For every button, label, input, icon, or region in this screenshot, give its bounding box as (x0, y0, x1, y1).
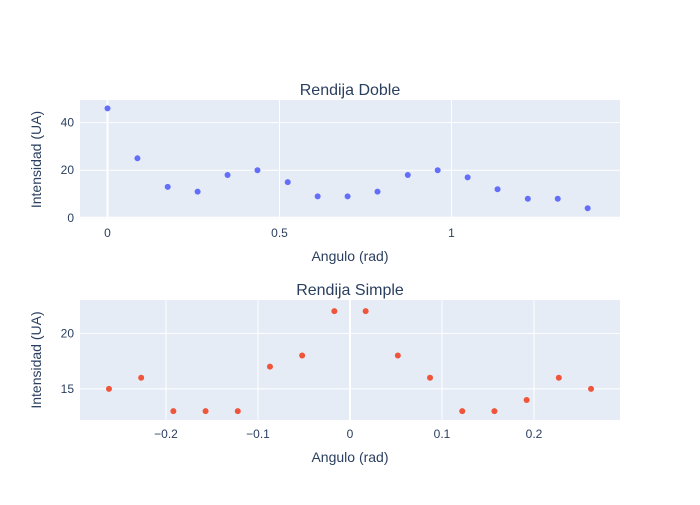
data-point[interactable] (331, 308, 338, 315)
subplot-rendija-simple: −0.2 −0.1 0 0.1 0.2 15 20 Rendija Simple Angulo … (28, 282, 620, 465)
data-point[interactable] (194, 188, 201, 195)
data-point[interactable] (588, 385, 595, 392)
data-point[interactable] (555, 374, 562, 381)
data-point[interactable] (164, 183, 171, 190)
data-point[interactable] (362, 308, 369, 315)
x-tick-label: −0.2 (154, 427, 178, 441)
data-point[interactable] (202, 408, 209, 415)
chart-title: Rendija Simple (296, 282, 404, 299)
chart-title: Rendija Doble (300, 82, 401, 99)
x-tick-label: 0 (104, 226, 111, 240)
x-tick-label: 0.2 (526, 427, 543, 441)
data-point[interactable] (374, 188, 381, 195)
data-point[interactable] (584, 205, 591, 212)
x-tick-label: 1 (448, 226, 455, 240)
data-point[interactable] (554, 195, 561, 202)
x-tick-label: 0.1 (434, 427, 451, 441)
data-point[interactable] (464, 174, 471, 181)
x-tick-label: 0.5 (271, 226, 288, 240)
data-point[interactable] (427, 374, 434, 381)
data-point[interactable] (299, 352, 306, 359)
x-axis-title: Angulo (rad) (311, 248, 388, 264)
y-tick-label: 0 (67, 211, 74, 225)
data-point[interactable] (434, 167, 441, 174)
plot-background (80, 100, 620, 219)
data-point[interactable] (494, 186, 501, 193)
data-point[interactable] (266, 363, 273, 370)
data-point[interactable] (105, 385, 112, 392)
x-axis-title: Angulo (rad) (311, 449, 388, 465)
data-point[interactable] (284, 179, 291, 186)
data-point[interactable] (104, 105, 111, 112)
data-point[interactable] (138, 374, 145, 381)
y-tick-label: 40 (61, 116, 75, 130)
data-point[interactable] (234, 408, 241, 415)
data-point[interactable] (224, 171, 231, 178)
y-tick-label: 20 (61, 163, 75, 177)
data-point[interactable] (254, 167, 261, 174)
x-tick-label: −0.1 (246, 427, 270, 441)
y-axis-title: Intensidad (UA) (28, 311, 44, 408)
data-point[interactable] (170, 408, 177, 415)
data-point[interactable] (394, 352, 401, 359)
data-point[interactable] (491, 408, 498, 415)
subplot-rendija-doble: 0 0.5 1 0 20 40 Rendija Doble Angulo (rad) Inten… (28, 82, 620, 264)
data-point[interactable] (314, 193, 321, 200)
data-point[interactable] (459, 408, 466, 415)
data-point[interactable] (404, 171, 411, 178)
y-axis-title: Intensidad (UA) (28, 111, 44, 208)
data-point[interactable] (134, 155, 141, 162)
data-point[interactable] (344, 193, 351, 200)
data-point[interactable] (523, 397, 530, 403)
data-point[interactable] (524, 195, 531, 202)
y-tick-label: 15 (61, 382, 75, 396)
y-tick-label: 20 (61, 326, 75, 340)
x-tick-label: 0 (347, 427, 354, 441)
